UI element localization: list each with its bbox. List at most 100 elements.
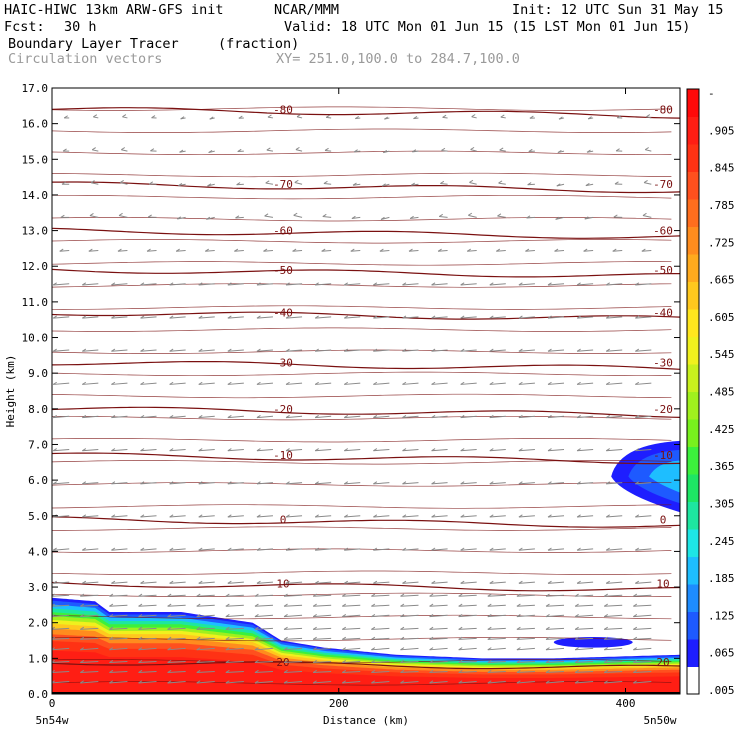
vector-head [138,636,143,640]
colorbar-label: .845 [708,162,735,175]
vector-arrow [198,316,215,319]
vector-arrow [344,482,361,485]
vector-head [227,414,232,419]
isotherm-line [52,172,672,178]
vector-arrow [460,581,477,584]
vector-arrow [315,316,332,319]
vector-head [169,348,174,352]
vector-arrow [169,316,186,319]
x-axis: 0 200 400 [49,88,635,710]
vector-head [204,248,210,252]
vector-arrow [496,250,506,252]
vector-head [441,147,446,151]
vector-arrow [265,182,274,185]
vector-head [80,636,85,640]
vector-arrow [140,349,157,352]
vector-head [603,636,608,640]
vector-head [402,580,407,584]
vector-arrow [254,661,273,664]
vector-arrow [575,614,594,618]
vector-head [111,514,116,518]
vector-head [469,179,474,183]
vector-head [487,680,492,684]
vector-head [52,481,57,485]
vector-head [140,414,145,419]
vector-head [487,636,492,640]
field-units: (fraction) [218,36,300,52]
vector-head [140,514,145,518]
vector-arrow [429,627,448,630]
vector-head [256,414,261,419]
vector-arrow [371,681,390,684]
vector-arrow [169,283,186,286]
vector-head [641,248,646,252]
vector-head [547,381,552,385]
vector-arrow [547,316,565,319]
vector-arrow [53,283,70,286]
vector-head [175,248,180,252]
colorbar-swatch [687,254,699,282]
vector-head [52,381,57,385]
vector-head [545,593,550,597]
vector-arrow [225,604,244,607]
vector-head [169,514,174,518]
vector-arrow [575,627,594,630]
circulation-vectors [52,114,652,684]
vector-arrow [342,627,361,630]
colorbar-swatch [687,226,699,255]
vector-arrow [169,382,186,385]
vector-head [292,248,297,252]
vector-head [635,448,640,452]
vector-arrow [606,448,623,452]
vector-head [489,580,494,584]
vector-arrow [371,594,390,597]
vector-arrow [467,250,477,252]
vector-head [402,315,407,319]
vector-head [371,603,376,607]
vector-head [547,580,552,584]
init-time: Init: 12 UTC Sun 31 May 15 [512,2,724,18]
vector-head [82,315,87,319]
plot-frame [51,87,681,695]
vector-arrow [111,448,128,452]
vector-arrow [633,647,652,651]
colorbar-swatch [687,116,699,145]
vector-head [256,514,261,518]
vector-arrow [138,627,157,630]
vector-arrow [109,647,128,651]
vector-arrow [225,671,244,674]
x-end-label-right: 5n50w [643,714,676,727]
vector-arrow [641,250,652,252]
vector-arrow [111,548,128,551]
vector-head [196,593,201,597]
vector-head [400,603,405,607]
vector-arrow [400,637,419,640]
vector-head [140,448,145,452]
vector-head [283,593,288,597]
vector-head [121,147,126,151]
vector-arrow [138,604,157,607]
vector-head [635,381,640,385]
vector-head [180,116,185,120]
vector-head [52,282,57,286]
vector-head [371,593,376,597]
vector-head [60,214,65,218]
vector-arrow [458,594,477,597]
vector-arrow [140,448,157,452]
vector-arrow [313,671,332,674]
colorbar-swatch [687,666,699,695]
vector-head [167,593,172,597]
contour-label-right--10: -10 [653,449,673,462]
vector-head [605,381,610,385]
vector-head [238,115,243,119]
vector-head [373,481,378,485]
vector-head [314,514,319,518]
vector-arrow [525,250,535,252]
isotherm-line [52,659,672,664]
vector-arrow [604,604,623,607]
vector-head [603,593,608,597]
isotherm-line [52,415,672,421]
vector-head [470,146,475,151]
vector-head [429,614,434,618]
vector-arrow [227,482,244,485]
